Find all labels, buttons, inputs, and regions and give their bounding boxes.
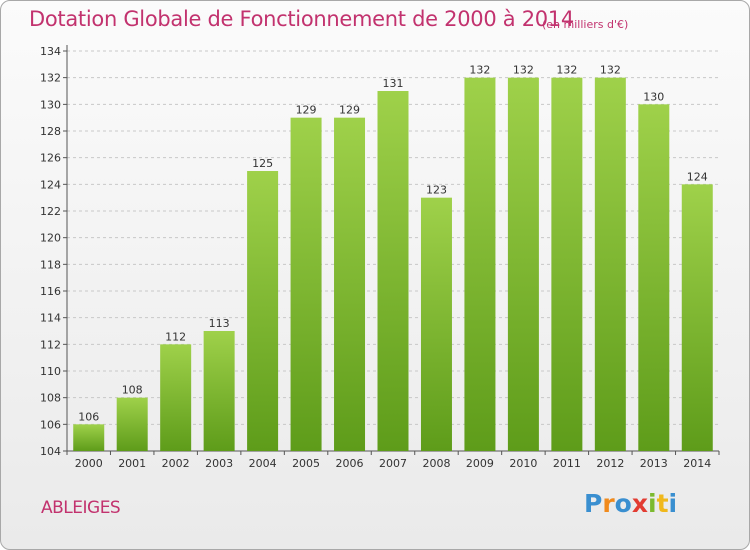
data-label: 124	[687, 170, 708, 183]
data-label: 129	[339, 104, 360, 117]
bar	[247, 171, 279, 451]
logo-letter: r	[602, 489, 615, 518]
y-tick-label: 124	[40, 178, 61, 191]
y-tick-label: 116	[40, 285, 61, 298]
chart-subtitle: (en milliers d'€)	[542, 18, 629, 31]
bar	[594, 77, 626, 452]
y-tick-label: 110	[40, 365, 61, 378]
x-tick-label: 2003	[205, 457, 233, 470]
bar	[507, 77, 539, 452]
data-label: 132	[469, 64, 490, 77]
bar	[116, 397, 148, 451]
data-label: 131	[383, 77, 404, 90]
data-label: 108	[122, 384, 143, 397]
logo-letter: P	[584, 489, 603, 518]
y-tick-label: 122	[40, 205, 61, 218]
logo-letter: x	[631, 489, 648, 518]
bar	[420, 197, 452, 451]
x-tick-label: 2006	[336, 457, 364, 470]
bar	[681, 184, 713, 452]
bar	[203, 331, 235, 451]
data-label: 129	[296, 104, 317, 117]
logo-letter: o	[614, 489, 632, 518]
y-tick-label: 118	[40, 258, 61, 271]
data-label: 132	[556, 64, 577, 77]
x-tick-label: 2008	[422, 457, 450, 470]
data-label: 125	[252, 157, 273, 170]
y-tick-label: 108	[40, 392, 61, 405]
x-tick-label: 2010	[509, 457, 537, 470]
x-tick-label: 2012	[596, 457, 624, 470]
bar	[638, 104, 670, 451]
x-tick-label: 2002	[162, 457, 190, 470]
proxiti-logo: Proxiti	[584, 489, 677, 518]
bar	[551, 77, 583, 452]
x-tick-label: 2000	[75, 457, 103, 470]
x-tick-label: 2007	[379, 457, 407, 470]
x-tick-label: 2001	[118, 457, 146, 470]
y-tick-label: 112	[40, 338, 61, 351]
logo-letter: i	[668, 489, 678, 518]
logo-letter: i	[648, 489, 657, 518]
bar	[290, 117, 322, 452]
x-tick-label: 2005	[292, 457, 320, 470]
x-tick-label: 2013	[640, 457, 668, 470]
x-tick-label: 2009	[466, 457, 494, 470]
y-tick-label: 128	[40, 125, 61, 138]
x-tick-label: 2011	[553, 457, 581, 470]
y-tick-label: 104	[40, 445, 61, 458]
data-label: 130	[643, 90, 664, 103]
data-label: 132	[513, 64, 534, 77]
y-tick-label: 132	[40, 72, 61, 85]
x-tick-label: 2014	[683, 457, 711, 470]
y-tick-label: 134	[40, 45, 61, 58]
y-tick-label: 126	[40, 152, 61, 165]
place-name: ABLEIGES	[41, 498, 121, 518]
logo-letter: t	[656, 489, 669, 518]
data-label: 112	[165, 330, 186, 343]
chart-title: Dotation Globale de Fonctionnement de 20…	[29, 7, 574, 31]
bar	[160, 344, 192, 451]
data-label: 106	[78, 410, 99, 423]
bar	[73, 424, 105, 451]
y-tick-label: 114	[40, 312, 61, 325]
bar	[334, 117, 366, 452]
x-tick-label: 2004	[249, 457, 277, 470]
y-tick-label: 106	[40, 418, 61, 431]
data-label: 132	[600, 64, 621, 77]
y-tick-label: 120	[40, 232, 61, 245]
bar	[464, 77, 496, 452]
y-tick-label: 130	[40, 98, 61, 111]
data-label: 113	[209, 317, 230, 330]
bar	[377, 91, 409, 451]
data-label: 123	[426, 184, 447, 197]
